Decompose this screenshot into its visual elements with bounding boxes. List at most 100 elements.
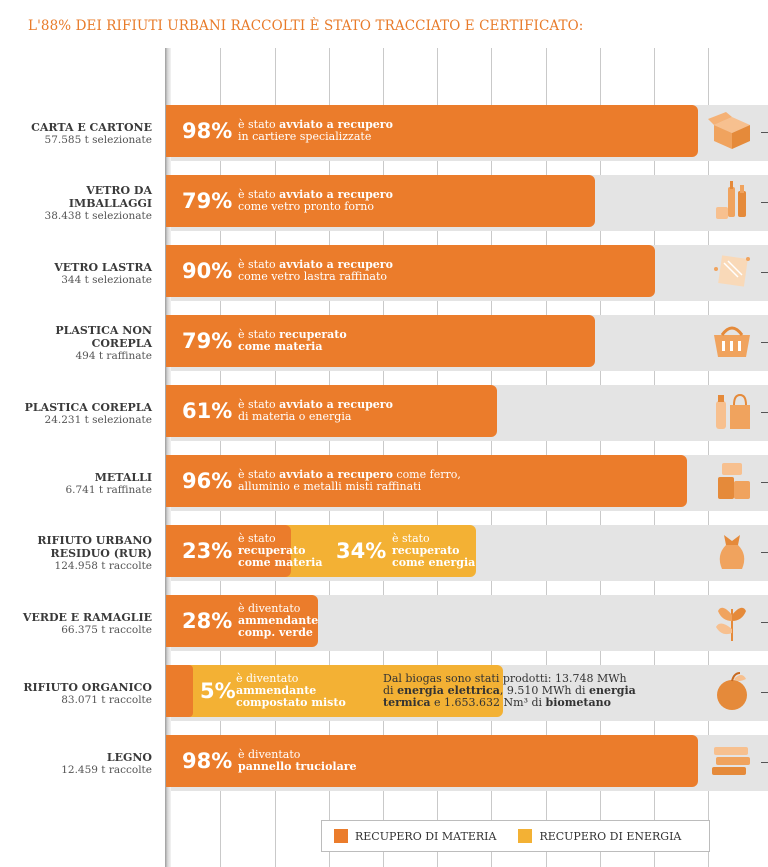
desc-text: è stato [238, 532, 276, 545]
bar-value-label: 23% [182, 539, 233, 563]
chart-row: CARTA E CARTONE 57.585 t selezionate 98% è … [0, 105, 768, 161]
desc-bold: recuperato [392, 544, 460, 557]
category-label: PLASTICA COREPLA 24.231 t selezionate [0, 385, 152, 441]
bar-value-label: 96% [182, 469, 233, 493]
desc-line: termica e 1.653.632 Nm³ di biometano [383, 697, 636, 709]
icon-tick [761, 482, 768, 483]
desc-line: ammendante [236, 685, 346, 697]
desc-bold: recuperato [279, 328, 347, 341]
desc-line: come materia [238, 557, 322, 569]
category-name: VERDE E RAMAGLIE [22, 610, 152, 624]
category-name: LEGNO [106, 750, 152, 764]
bar-materia [166, 245, 655, 297]
category-label: VETRO LASTRA 344 t selezionate [0, 245, 152, 301]
icon-tick [761, 132, 768, 133]
desc-bold: come materia [238, 340, 323, 353]
chart-row: PLASTICA NON COREPLA 494 t raffinate 79% è … [0, 315, 768, 371]
desc-bold: energia elettrica [397, 684, 500, 697]
desc-bold: recuperato [238, 544, 306, 557]
bar-description: è diventato pannello truciolare [238, 735, 357, 787]
category-name: PLASTICA COREPLA [24, 400, 152, 414]
desc-line: come vetro pronto forno [238, 201, 393, 213]
category-label: METALLI 6.741 t raffinate [0, 455, 152, 511]
desc-text: di materia o energia [238, 410, 352, 423]
category-name: VETRO DA IMBALLAGGI [68, 184, 152, 210]
category-name: CARTA E CARTONE [31, 120, 152, 134]
desc-line: alluminio e metalli misti raffinati [238, 481, 461, 493]
bar-value-label: 98% [182, 749, 233, 773]
desc-bold: pannello truciolare [238, 760, 357, 773]
category-label: CARTA E CARTONE 57.585 t selezionate [0, 105, 152, 161]
desc-bold: avviato a recupero [279, 468, 393, 481]
desc-line: comp. verde [238, 627, 318, 639]
bar-description: è stato avviato a recupero come vetro las… [238, 245, 393, 297]
desc-bold: compostato misto [236, 696, 346, 709]
plastic-bottle-bag-icon [716, 393, 750, 429]
desc-bold: comp. verde [238, 626, 313, 639]
desc-text: è stato [238, 398, 280, 411]
legend-label-materia: RECUPERO DI MATERIA [355, 829, 497, 843]
desc-text: è stato [238, 328, 280, 341]
bottles-icon [716, 181, 746, 219]
box-icon [708, 112, 750, 149]
bar-description: è diventato ammendante comp. verde [238, 595, 318, 647]
desc-text: è stato [238, 188, 280, 201]
desc-line: è stato avviato a recupero [238, 189, 393, 201]
bar-value-label-energia: 34% [336, 539, 387, 563]
chart-row: RIFIUTO URBANO RESIDUO (RUR) 124.958 t ra… [0, 525, 768, 581]
desc-line: Dal biogas sono stati prodotti: 13.748 M… [383, 673, 636, 685]
bar-materia [166, 315, 595, 367]
legend-label-energia: RECUPERO DI ENERGIA [539, 829, 682, 843]
desc-line: è stato [238, 533, 322, 545]
desc-line: è stato [392, 533, 475, 545]
desc-line: pannello truciolare [238, 761, 357, 773]
bar-description-energia: è stato recuperato come energia [392, 525, 475, 577]
category-label: RIFIUTO ORGANICO 83.071 t raccolte [0, 665, 152, 721]
trash-bag-icon [719, 535, 745, 569]
desc-bold: avviato a recupero [279, 188, 393, 201]
bar-materia [166, 735, 699, 787]
desc-line: in cartiere specializzate [238, 131, 393, 143]
category-label: PLASTICA NON COREPLA 494 t raffinate [0, 315, 152, 371]
desc-line: è diventato [236, 673, 346, 685]
bar-materia [166, 105, 699, 157]
icon-tick [761, 552, 768, 553]
icon-tick [761, 622, 768, 623]
legend-item-energia: RECUPERO DI ENERGIA [518, 829, 681, 843]
desc-bold: ammendante [236, 684, 317, 697]
desc-bold: come energia [392, 556, 476, 569]
desc-bold: avviato a recupero [279, 398, 393, 411]
category-quantity: 57.585 t selezionate [44, 133, 152, 146]
category-quantity: 38.438 t selezionate [44, 210, 152, 222]
bar-value-label: 79% [182, 329, 233, 353]
icon-tick [761, 762, 768, 763]
bar-value-label: 5% [200, 679, 236, 703]
bar-description: è stato recuperato come materia [238, 315, 347, 367]
desc-line: è diventato [238, 603, 318, 615]
chart-row: VETRO LASTRA 344 t selezionate 90% è stato … [0, 245, 768, 301]
desc-line: come energia [392, 557, 475, 569]
icon-tick [761, 692, 768, 693]
category-name: PLASTICA NON COREPLA [55, 324, 152, 350]
desc-bold: biometano [545, 696, 611, 709]
desc-text: di [383, 684, 398, 697]
desc-text: è diventato [238, 748, 301, 761]
bar-description: è stato avviato a recupero come vetro pro… [238, 175, 393, 227]
desc-line: è stato recuperato [238, 329, 347, 341]
chart-row: PLASTICA COREPLA 24.231 t selezionate 61% è… [0, 385, 768, 441]
category-quantity: 6.741 t raffinate [65, 483, 152, 496]
desc-line: recuperato [392, 545, 475, 557]
desc-bold: ammendante [238, 614, 319, 627]
category-label: RIFIUTO URBANO RESIDUO (RUR) 124.958 t ra… [0, 525, 152, 581]
desc-text: come ferro, [392, 468, 461, 481]
category-quantity: 12.459 t raccolte [61, 763, 152, 776]
desc-text: e 1.653.632 Nm³ di [430, 696, 546, 709]
bar-materia [166, 175, 595, 227]
bar-description: è stato recuperato come materia [238, 525, 322, 577]
category-label: VERDE E RAMAGLIE 66.375 t raccolte [0, 595, 152, 651]
desc-text: è stato [238, 258, 280, 271]
desc-bold: avviato a recupero [279, 118, 393, 131]
category-quantity: 494 t raffinate [75, 350, 153, 362]
category-name: VETRO LASTRA [54, 260, 152, 274]
legend-item-materia: RECUPERO DI MATERIA [334, 829, 496, 843]
